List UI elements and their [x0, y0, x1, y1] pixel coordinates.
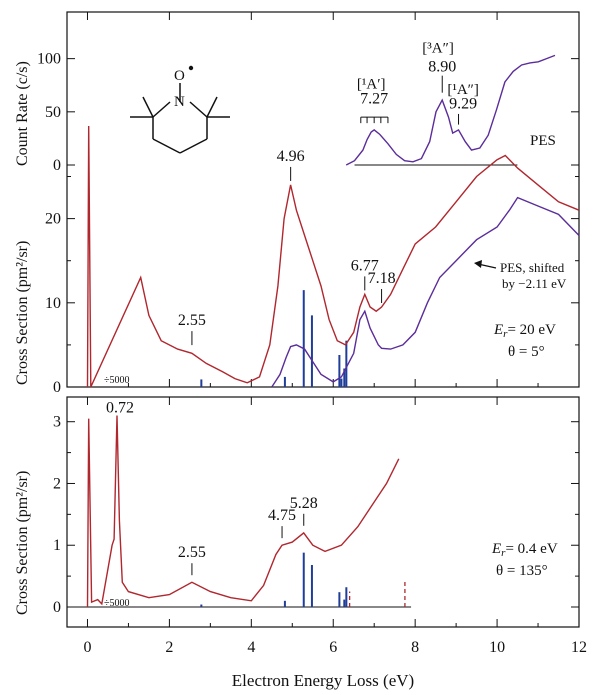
- bottom-panel-plot: 0 1 2 3 ÷5000 0.72 2.55 4.755.28: [53, 400, 579, 616]
- inset-state-label: [³A″]: [422, 41, 454, 57]
- peak-label: 4.75: [268, 507, 296, 524]
- eels-series-line: [86, 125, 580, 388]
- radical-dot: [188, 65, 194, 71]
- eels-series-line: [86, 415, 400, 608]
- middle-angle-param: θ = 5°: [508, 344, 545, 360]
- x-axis-label: Electron Energy Loss (eV): [232, 671, 414, 690]
- y-tick-label: 0: [53, 599, 61, 616]
- x-tick-label: 4: [247, 639, 255, 656]
- inset-y-tick-label: 50: [45, 104, 61, 121]
- y-tick-label: 1: [53, 537, 61, 554]
- x-tick-label: 8: [411, 639, 419, 656]
- inset-pes-line: [345, 54, 556, 166]
- peak-label: 0.72: [106, 400, 134, 417]
- inset-y-tick-label: 0: [53, 157, 61, 174]
- bottom-panel-frame: [66, 396, 580, 628]
- middle-panel-plot: 0 10 20 ÷5000 2.55 4.96 6.777.18: [45, 125, 580, 396]
- peak-label: 6.77: [351, 257, 379, 274]
- pes-shift-note-line1: PES, shifted: [500, 260, 565, 275]
- inset-state-label: [¹A′]: [357, 77, 386, 93]
- y-tick-label: 2: [53, 475, 61, 492]
- x-tick-label: 12: [571, 639, 587, 656]
- inset-pes-plot: 0 50 100 [¹A′]7.27 [³A″]8.90 [¹A″]9.29: [37, 41, 579, 174]
- y-tick-label: 20: [45, 211, 61, 228]
- inset-peak-label: 8.90: [428, 58, 456, 75]
- molecule-atom-o: O: [174, 68, 185, 84]
- pes-shift-note-line2: by −2.11 eV: [502, 276, 567, 291]
- inset-peak-label: 7.27: [360, 90, 388, 107]
- peak-label: 2.55: [178, 544, 206, 561]
- bottom-angle-param: θ = 135°: [496, 563, 548, 579]
- inset-state-label: [¹A″]: [447, 82, 479, 98]
- molecule-atom-n: N: [174, 94, 185, 110]
- y-tick-label: 10: [45, 295, 61, 312]
- pes-shifted-series-line: [271, 196, 580, 388]
- inset-pes-label: PES: [530, 133, 556, 149]
- bottom-y-axis-label: Cross Section (pm²/sr): [14, 471, 31, 615]
- scale-annotation: ÷5000: [104, 598, 130, 609]
- y-tick-label: 3: [53, 414, 61, 431]
- x-tick-label: 10: [489, 639, 505, 656]
- scale-annotation: ÷5000: [104, 375, 130, 386]
- inset-peak-label: 9.29: [449, 96, 477, 113]
- pes-arrow-icon: [474, 260, 497, 269]
- bottom-energy-param: Er= 0.4 eV: [491, 541, 558, 559]
- middle-energy-param: Er= 20 eV: [493, 322, 556, 340]
- inset-y-tick-label: 100: [37, 51, 61, 68]
- middle-y-axis-label: Cross Section (pm²/sr): [14, 241, 31, 385]
- x-tick-label: 2: [165, 639, 173, 656]
- y-tick-label: 0: [53, 379, 61, 396]
- peak-label: 7.18: [368, 270, 396, 287]
- inset-y-axis-label: Count Rate (c/s): [14, 61, 31, 166]
- peak-label: 2.55: [178, 312, 206, 329]
- top-panel-frame: [66, 11, 580, 388]
- x-tick-label: 0: [83, 639, 91, 656]
- peak-label: 5.28: [290, 495, 318, 512]
- tempo-molecule-structure: [130, 83, 230, 154]
- x-tick-label: 6: [329, 639, 337, 656]
- axis-ticks: 0 2 4 6 8 10 12: [83, 12, 587, 656]
- peak-label: 4.96: [277, 148, 305, 165]
